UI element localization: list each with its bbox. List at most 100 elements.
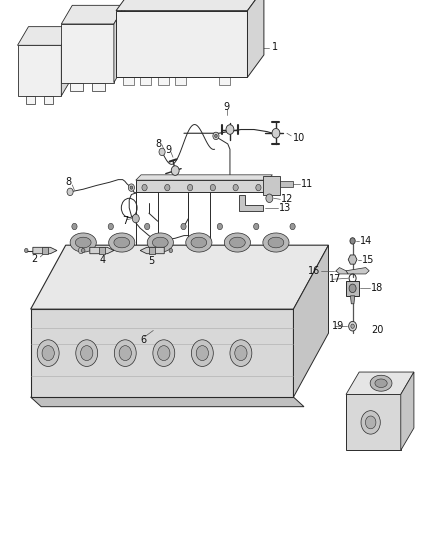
Circle shape	[76, 340, 98, 367]
Text: 9: 9	[166, 146, 172, 155]
Circle shape	[108, 223, 113, 230]
Circle shape	[181, 223, 186, 230]
Circle shape	[78, 247, 84, 254]
Polygon shape	[401, 372, 414, 450]
Polygon shape	[75, 237, 91, 248]
Circle shape	[72, 223, 77, 230]
Circle shape	[349, 284, 356, 293]
Circle shape	[114, 340, 136, 367]
Circle shape	[351, 324, 354, 328]
Polygon shape	[109, 233, 135, 252]
Polygon shape	[61, 27, 72, 96]
Circle shape	[290, 223, 295, 230]
Circle shape	[158, 345, 170, 360]
Circle shape	[215, 134, 217, 138]
Circle shape	[361, 410, 380, 434]
Circle shape	[153, 340, 175, 367]
Polygon shape	[375, 379, 387, 387]
Text: 3: 3	[81, 235, 87, 245]
Text: 9: 9	[223, 102, 230, 111]
Polygon shape	[239, 195, 263, 211]
Circle shape	[226, 125, 234, 134]
Polygon shape	[99, 247, 105, 254]
Text: 15: 15	[362, 255, 374, 264]
Polygon shape	[114, 237, 130, 248]
Polygon shape	[70, 233, 96, 252]
Circle shape	[145, 223, 150, 230]
Polygon shape	[18, 45, 61, 96]
Circle shape	[159, 148, 165, 156]
Circle shape	[256, 184, 261, 191]
Circle shape	[67, 188, 73, 196]
Text: 19: 19	[332, 321, 344, 331]
Polygon shape	[263, 233, 289, 252]
Polygon shape	[346, 268, 369, 274]
Polygon shape	[61, 24, 114, 83]
Polygon shape	[152, 237, 168, 248]
Text: 14: 14	[360, 236, 372, 246]
Circle shape	[42, 345, 54, 360]
Circle shape	[81, 345, 93, 360]
Polygon shape	[219, 77, 230, 85]
Circle shape	[230, 340, 252, 367]
Circle shape	[130, 186, 133, 189]
Polygon shape	[280, 181, 293, 187]
Text: 10: 10	[293, 133, 305, 142]
Circle shape	[81, 248, 85, 253]
Polygon shape	[350, 296, 355, 304]
Text: 8: 8	[155, 139, 162, 149]
Text: 6: 6	[140, 335, 146, 345]
Polygon shape	[18, 27, 72, 45]
Polygon shape	[31, 245, 328, 309]
Circle shape	[213, 132, 219, 140]
Circle shape	[165, 184, 170, 191]
Polygon shape	[268, 237, 284, 248]
Polygon shape	[123, 77, 134, 85]
Polygon shape	[336, 268, 348, 274]
Text: 17: 17	[329, 274, 342, 284]
Circle shape	[191, 340, 213, 367]
Text: 1: 1	[272, 42, 278, 52]
Text: 6: 6	[155, 243, 162, 253]
Polygon shape	[42, 247, 48, 254]
Text: 13: 13	[279, 203, 291, 213]
Circle shape	[350, 238, 355, 244]
Polygon shape	[346, 372, 414, 394]
Text: 18: 18	[371, 284, 384, 293]
Circle shape	[142, 184, 147, 191]
Polygon shape	[116, 0, 264, 11]
Polygon shape	[136, 180, 267, 192]
Polygon shape	[44, 96, 53, 104]
Circle shape	[266, 194, 273, 203]
Polygon shape	[149, 247, 155, 254]
Circle shape	[210, 184, 215, 191]
Polygon shape	[136, 175, 272, 180]
Bar	[346, 281, 359, 296]
Circle shape	[128, 184, 134, 191]
Polygon shape	[191, 237, 207, 248]
Polygon shape	[158, 77, 169, 85]
Polygon shape	[147, 233, 173, 252]
Circle shape	[272, 128, 280, 138]
Circle shape	[187, 184, 193, 191]
Text: 11: 11	[301, 179, 313, 189]
Polygon shape	[90, 247, 114, 254]
Circle shape	[171, 166, 179, 175]
Text: 2: 2	[32, 254, 38, 263]
Text: 8: 8	[66, 177, 72, 187]
Circle shape	[349, 321, 357, 331]
Polygon shape	[175, 77, 186, 85]
Text: 7: 7	[122, 216, 128, 225]
Text: 5: 5	[148, 256, 154, 265]
Polygon shape	[116, 11, 247, 77]
Circle shape	[235, 345, 247, 360]
Circle shape	[25, 248, 28, 253]
Polygon shape	[33, 247, 57, 254]
Polygon shape	[26, 96, 35, 104]
Polygon shape	[61, 5, 125, 24]
Circle shape	[233, 184, 238, 191]
Polygon shape	[92, 83, 105, 91]
Polygon shape	[370, 375, 392, 391]
Text: 4: 4	[100, 255, 106, 265]
Polygon shape	[186, 233, 212, 252]
